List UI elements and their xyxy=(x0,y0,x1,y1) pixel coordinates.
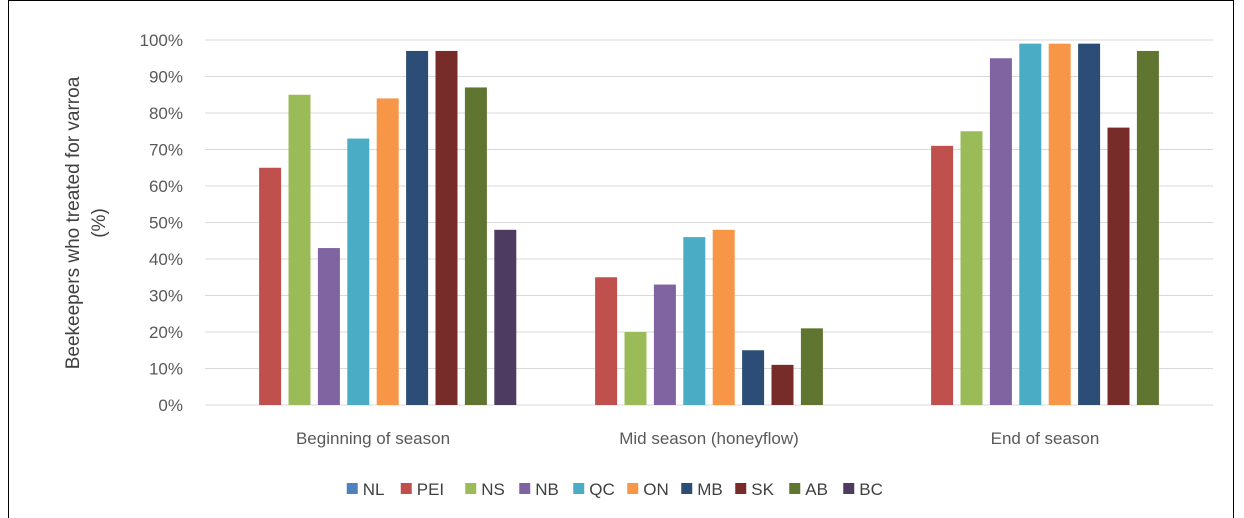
legend: NL PEI NS NB QC ON MB SK AB BC xyxy=(346,480,883,499)
chart-frame xyxy=(8,0,1234,518)
bar-on-1 xyxy=(712,229,735,405)
bar-pei-2 xyxy=(931,145,954,405)
y-tick-label: 40% xyxy=(149,250,183,269)
y-axis-label-line1: Beekeepers who treated for varroa xyxy=(63,76,84,369)
y-tick-label: 100% xyxy=(140,31,183,50)
x-axis-ticks: Beginning of season Mid season (honeyflow… xyxy=(296,429,1099,448)
bar-ab-1 xyxy=(800,328,823,405)
y-axis-label-line2: (%) xyxy=(89,208,110,238)
legend-swatch-mb xyxy=(681,483,693,494)
bar-sk-2 xyxy=(1107,127,1130,405)
bar-mb-1 xyxy=(742,350,765,405)
y-tick-label: 90% xyxy=(149,68,183,87)
bar-ns-0 xyxy=(288,94,311,405)
y-tick-label: 30% xyxy=(149,287,183,306)
bar-on-0 xyxy=(376,98,399,406)
legend-swatch-bc xyxy=(843,483,855,494)
x-tick-label: End of season xyxy=(991,429,1100,448)
bar-ab-0 xyxy=(464,87,487,405)
y-tick-label: 80% xyxy=(149,104,183,123)
bar-mb-0 xyxy=(406,50,429,405)
legend-label-pei: PEI xyxy=(417,480,444,499)
x-tick-label: Beginning of season xyxy=(296,429,450,448)
legend-swatch-qc xyxy=(573,483,585,494)
legend-label-bc: BC xyxy=(859,480,883,499)
legend-swatch-nl xyxy=(346,483,358,494)
gridlines xyxy=(205,39,1213,406)
bars xyxy=(259,43,1159,406)
legend-label-ab: AB xyxy=(805,480,828,499)
bar-bc-0 xyxy=(494,229,517,405)
legend-label-qc: QC xyxy=(589,480,615,499)
legend-label-nb: NB xyxy=(535,480,559,499)
y-tick-label: 20% xyxy=(149,323,183,342)
legend-label-nl: NL xyxy=(363,480,385,499)
bar-qc-0 xyxy=(347,138,370,406)
bar-nb-2 xyxy=(989,58,1012,405)
y-axis-label: Beekeepers who treated for varroa (%) xyxy=(63,76,110,369)
bar-mb-2 xyxy=(1078,43,1101,406)
bar-sk-0 xyxy=(435,50,458,405)
y-tick-label: 0% xyxy=(158,396,183,415)
legend-swatch-ns xyxy=(465,483,477,494)
y-tick-label: 10% xyxy=(149,360,183,379)
legend-swatch-on xyxy=(627,483,639,494)
bar-qc-1 xyxy=(683,237,706,405)
y-tick-label: 70% xyxy=(149,141,183,160)
legend-label-on: ON xyxy=(643,480,669,499)
bar-pei-0 xyxy=(259,167,282,405)
bar-qc-2 xyxy=(1019,43,1042,406)
bar-ns-1 xyxy=(624,332,647,405)
legend-label-sk: SK xyxy=(751,480,774,499)
legend-swatch-ab xyxy=(789,483,801,494)
y-tick-label: 60% xyxy=(149,177,183,196)
bar-nb-1 xyxy=(653,284,676,405)
bar-pei-1 xyxy=(595,277,618,405)
bar-on-2 xyxy=(1048,43,1071,406)
bar-sk-1 xyxy=(771,364,794,405)
bar-ab-2 xyxy=(1136,50,1159,405)
y-tick-label: 50% xyxy=(149,214,183,233)
legend-label-mb: MB xyxy=(697,480,723,499)
x-tick-label: Mid season (honeyflow) xyxy=(619,429,799,448)
legend-swatch-nb xyxy=(519,483,531,494)
y-axis-ticks: 0% 10% 20% 30% 40% 50% 60% 70% 80% 90% 100% xyxy=(140,31,183,415)
bar-nb-0 xyxy=(317,248,340,405)
legend-label-ns: NS xyxy=(481,480,505,499)
legend-swatch-sk xyxy=(735,483,747,494)
bar-ns-2 xyxy=(960,131,983,405)
legend-swatch-pei xyxy=(400,483,412,494)
